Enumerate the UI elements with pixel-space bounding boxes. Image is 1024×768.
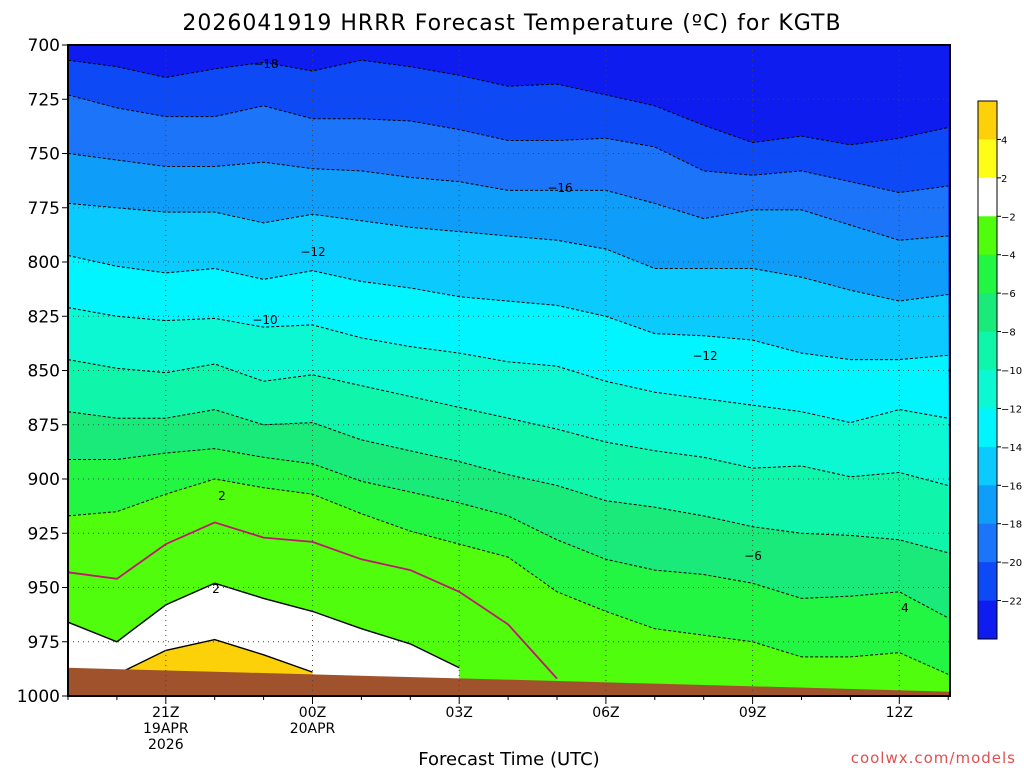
colorbar-tick-label: −14 [1001, 443, 1022, 454]
isotherm-2 [68, 582, 460, 669]
contour-label: −18 [253, 57, 278, 71]
contour-labels: −18 −16 −12 −10 −12 −6 2 2 4 [212, 57, 909, 615]
isotherm--4 [68, 448, 949, 619]
y-tick-label: 825 [28, 307, 60, 327]
freezing-line [68, 521, 558, 680]
colorbar-tick-label: 4 [1001, 135, 1007, 146]
chart-title: 2026041919 HRRR Forecast Temperature (ºC… [182, 11, 841, 36]
contour-label: −6 [744, 549, 762, 563]
contour-label: −16 [547, 181, 572, 195]
ground-surface [68, 667, 950, 696]
colorbar-tick-label: −18 [1001, 520, 1022, 531]
x-tick-label: 20APR [290, 721, 336, 737]
colorbar-tick-label: −2 [1001, 212, 1016, 223]
isotherm--6 [68, 409, 949, 554]
x-tick-label: 09Z [739, 705, 766, 721]
colorbar-swatch [978, 331, 997, 371]
colorbar-tick-label: −20 [1001, 558, 1022, 569]
y-tick-label: 950 [28, 579, 60, 599]
x-tick-label: 12Z [886, 705, 913, 721]
colorbar-tick-label: −10 [1001, 366, 1022, 377]
y-tick-label: 725 [28, 90, 60, 110]
isotherm--18 [68, 94, 949, 194]
x-axis-label: Forecast Time (UTC) [418, 749, 599, 768]
x-tick-label: 2026 [148, 737, 184, 753]
y-tick-label: 975 [28, 633, 60, 653]
contour-label: −12 [300, 245, 325, 259]
colorbar-tick-label: −6 [1001, 289, 1016, 300]
colorbar-swatch [978, 177, 997, 217]
isotherm--16 [68, 153, 949, 241]
contour-label: 4 [901, 601, 909, 615]
colorbar-swatch [978, 408, 997, 448]
y-tick-label: 900 [28, 470, 60, 490]
y-tick-label: 775 [28, 199, 60, 219]
isotherm--10 [68, 307, 949, 424]
colorbar-swatch [978, 523, 997, 563]
colorbar-swatch [978, 254, 997, 294]
colorbar-tick-label: −16 [1001, 481, 1022, 492]
isotherm--14 [68, 202, 949, 302]
x-tick-label: 21Z [152, 705, 179, 721]
grid-lines [68, 45, 950, 696]
colorbar-tick-label: −22 [1001, 597, 1022, 608]
x-tick-label: 06Z [592, 705, 619, 721]
freezing-line-layer [68, 521, 558, 680]
y-tick-label: 750 [28, 145, 60, 165]
colorbar-tick-label: −4 [1001, 251, 1016, 262]
y-tick-label: 925 [28, 524, 60, 544]
colorbar-swatch [978, 216, 997, 256]
colorbar-swatch [978, 101, 997, 140]
colorbar-swatch [978, 370, 997, 409]
colorbar-tick-label: −8 [1001, 328, 1016, 339]
contour-label: −10 [252, 313, 277, 327]
contour-label: 2 [218, 489, 226, 503]
colorbar-tick-label: 2 [1001, 174, 1007, 185]
colorbar-tick-label: −12 [1001, 404, 1022, 415]
x-tick-label: 00Z [299, 705, 326, 721]
y-tick-label: 850 [28, 362, 60, 382]
x-tick-label: 19APR [143, 721, 189, 737]
isotherm--2 [68, 478, 949, 675]
y-tick-label: 700 [28, 36, 60, 56]
contour-label: 2 [212, 582, 220, 596]
y-tick-label: 800 [28, 253, 60, 273]
y-tick-label: 875 [28, 416, 60, 436]
colorbar-swatch [978, 485, 997, 525]
y-axis: 700 725 750 775 800 825 850 875 900 925 950 975 1000 [17, 36, 68, 707]
ground-layer [68, 667, 950, 696]
contour-label: −12 [692, 349, 717, 363]
y-tick-label: 1000 [17, 687, 60, 707]
x-tick-label: 03Z [445, 705, 472, 721]
colorbar-swatch [978, 446, 997, 486]
plot-area: −18 −16 −12 −10 −12 −6 2 2 4 [68, 45, 950, 696]
colorbar-swatch [978, 600, 997, 640]
isotherm--12 [68, 255, 949, 361]
colorbar-swatch [978, 139, 997, 179]
colorbar-swatch [978, 562, 997, 602]
colorbar: 4 2 −2 −4 −6 −8 −10 −12 −14 −16 −18 −20 −22 [977, 100, 1022, 640]
colorbar-swatch [978, 293, 997, 333]
isotherm--20 [68, 59, 949, 146]
credit-text: coolwx.com/models [851, 749, 1016, 767]
